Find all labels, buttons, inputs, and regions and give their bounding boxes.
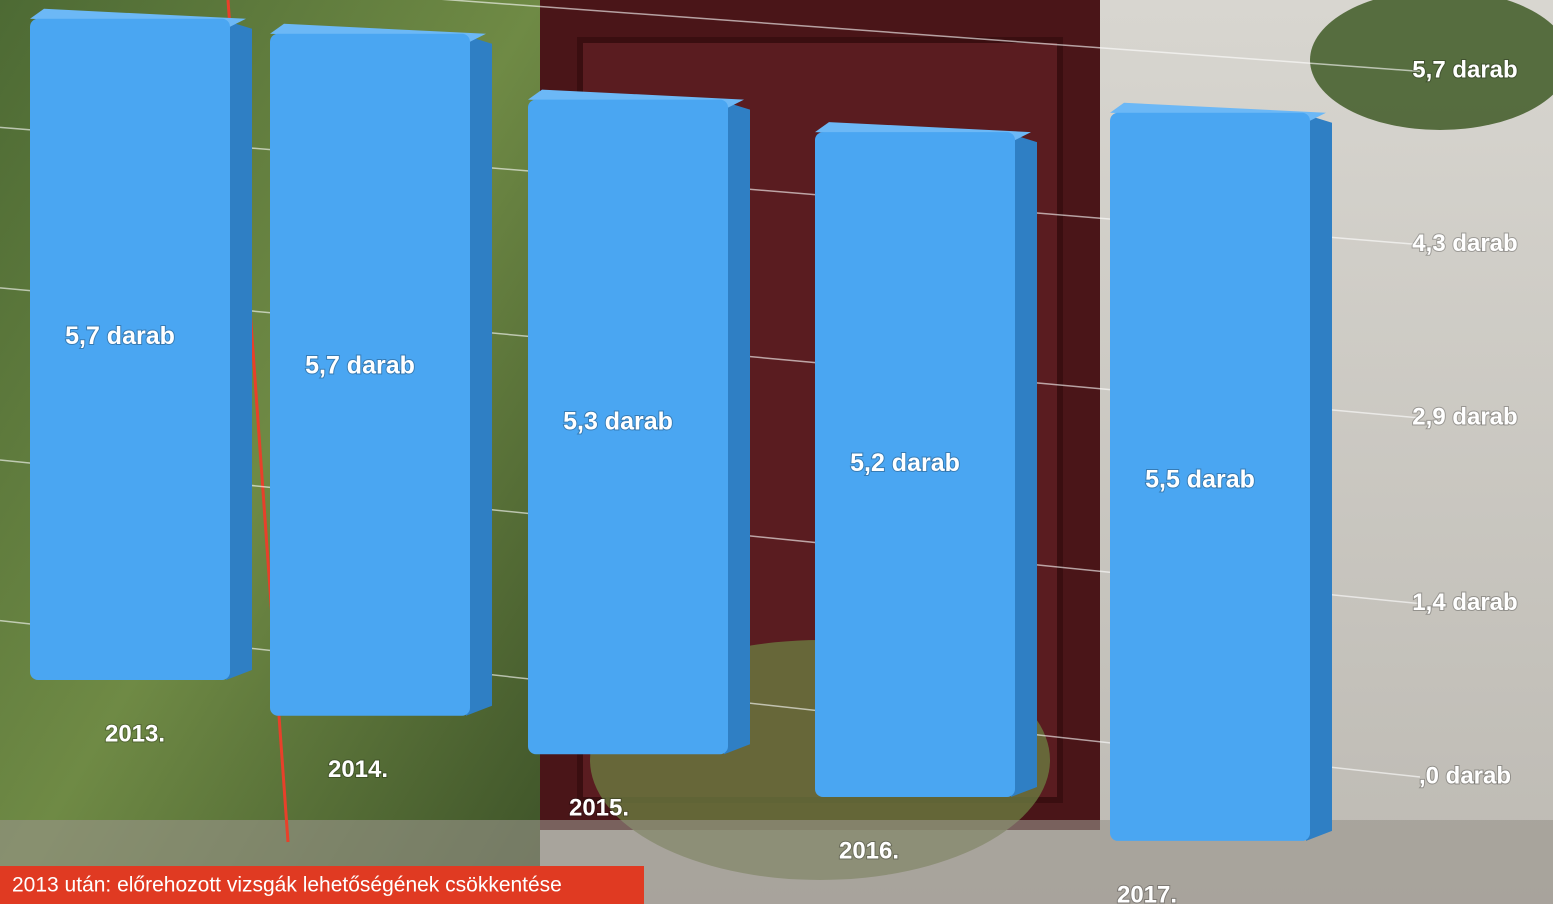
value-label: 5,3 darab xyxy=(563,407,673,435)
value-label: 5,7 darab xyxy=(65,322,175,350)
y-tick-label: 5,7 darab xyxy=(1412,57,1517,84)
y-tick-label: 4,3 darab xyxy=(1412,230,1517,257)
bar-front xyxy=(528,99,728,755)
bar xyxy=(1110,102,1332,841)
bar-front xyxy=(30,18,230,681)
x-tick-label: 2013. xyxy=(105,720,165,747)
x-tick-label: 2014. xyxy=(328,756,388,783)
value-label: 5,2 darab xyxy=(850,449,960,477)
x-tick-label: 2017. xyxy=(1117,881,1177,904)
annotation-box xyxy=(0,866,644,904)
x-tick-label: 2016. xyxy=(839,837,899,864)
value-label: 5,5 darab xyxy=(1145,465,1255,493)
y-tick-label: ,0 darab xyxy=(1419,762,1511,789)
bar xyxy=(270,23,492,716)
bar-front xyxy=(1110,112,1310,841)
bar-side xyxy=(724,101,750,755)
y-tick-label: 2,9 darab xyxy=(1412,403,1517,430)
bar-side xyxy=(1011,134,1037,797)
grid: ,0 darab 1,4 darab 2,9 darab 4,3 darab 5,7 d… xyxy=(441,0,1519,791)
bar-side xyxy=(1306,114,1332,841)
bar-front xyxy=(815,132,1015,797)
bar-side xyxy=(466,35,492,716)
value-label: 5,7 darab xyxy=(305,351,415,379)
bars: 5,7 darab 2013. 5,7 darab 2014. 5,3 darab 201… xyxy=(30,8,1332,904)
bar xyxy=(528,89,750,755)
bar-front xyxy=(270,33,470,716)
annotation: 2013 után: előrehozott vizsgák lehetőség… xyxy=(12,874,562,897)
bar-side xyxy=(226,20,252,681)
bar xyxy=(30,8,252,681)
x-tick-label: 2015. xyxy=(569,795,629,822)
y-tick-label: 1,4 darab xyxy=(1412,589,1517,616)
bar xyxy=(815,122,1037,797)
grid-line xyxy=(441,0,1421,73)
